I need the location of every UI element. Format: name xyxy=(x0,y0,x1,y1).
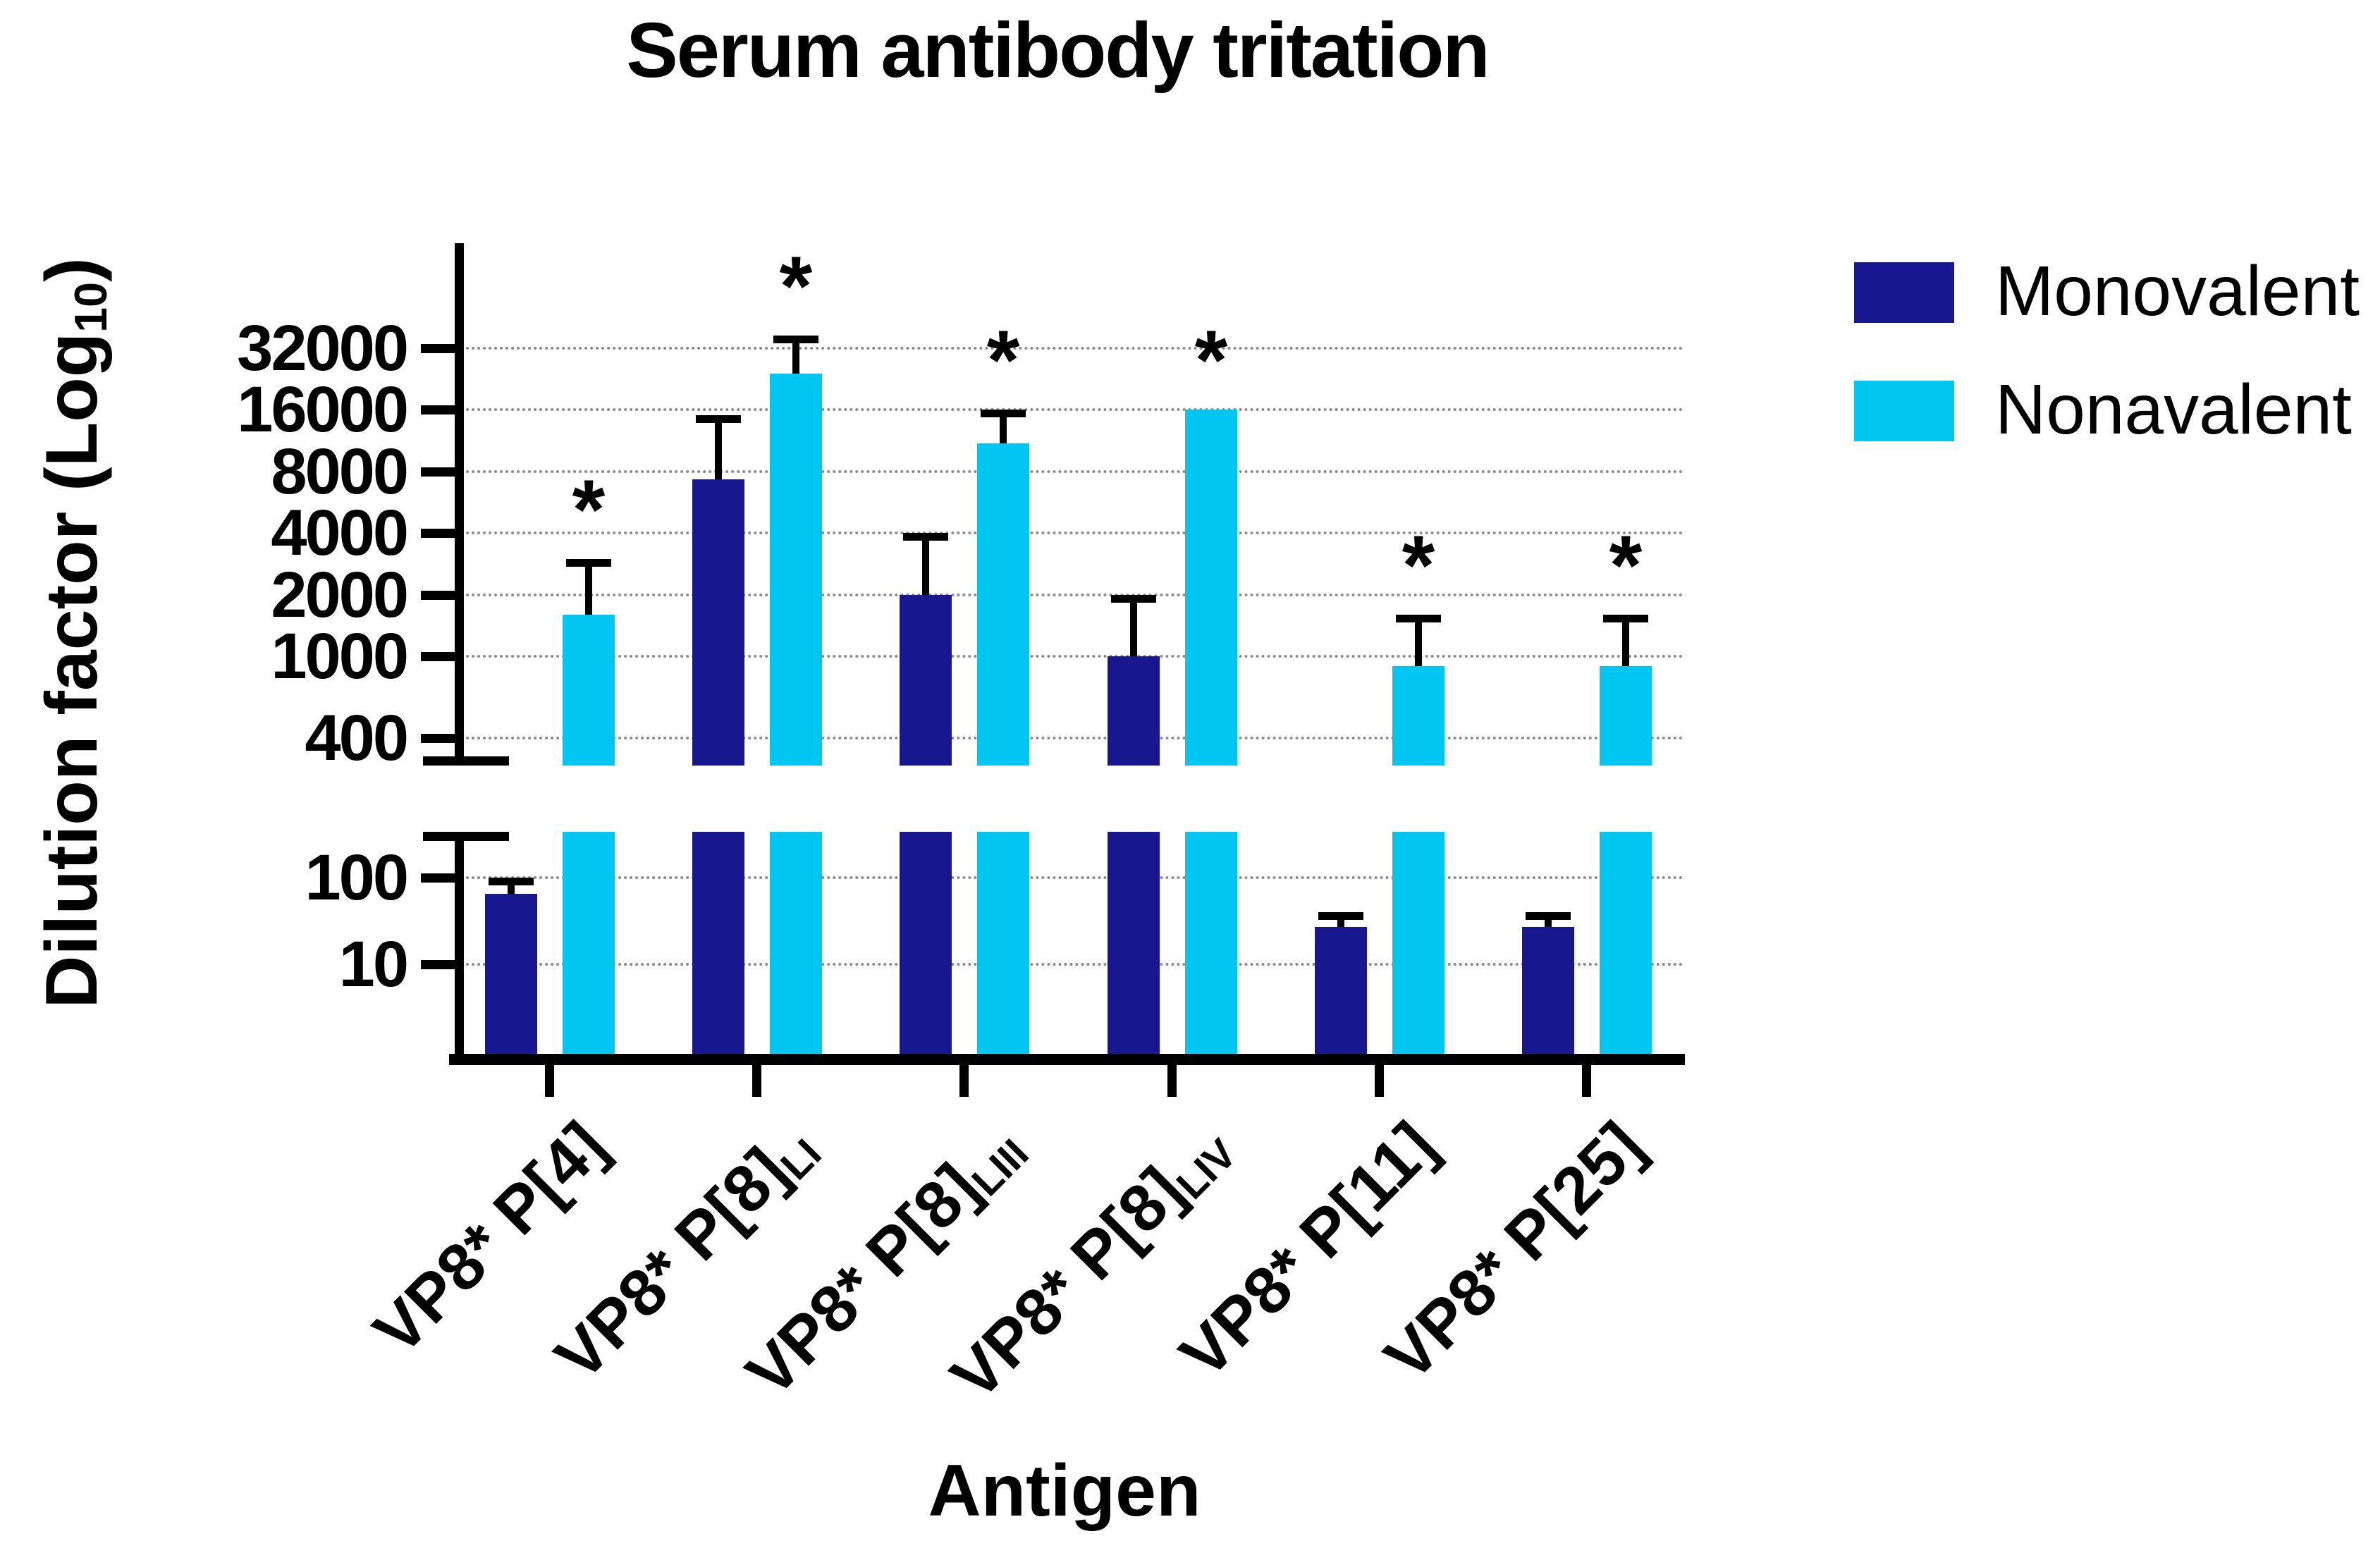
x-tick-5 xyxy=(1582,1065,1591,1097)
y-axis-upper-end-cap xyxy=(423,756,509,766)
bar-monovalent-0-lower xyxy=(485,894,537,1054)
error-bar-stem-bar-nonavalent-2 xyxy=(1000,410,1007,443)
bar-nonavalent-4-lower xyxy=(1392,832,1444,1054)
y-tick-4000 xyxy=(421,529,455,539)
bar-nonavalent-3-upper xyxy=(1185,410,1237,766)
gridline-10 xyxy=(455,963,1683,966)
x-tick-4 xyxy=(1375,1065,1384,1097)
bar-monovalent-5-lower xyxy=(1522,926,1574,1054)
y-tick-label-1000: 1000 xyxy=(271,620,409,693)
error-bar-stem-bar-nonavalent-1 xyxy=(792,335,799,374)
x-category-label-0: VP8* P[4] xyxy=(190,1107,620,1539)
error-bar-stem-bar-nonavalent-0 xyxy=(585,558,592,615)
gridline-2000 xyxy=(455,593,1683,596)
y-tick-100 xyxy=(421,873,455,883)
x-axis-title: Antigen xyxy=(928,1450,1201,1532)
y-tick-400 xyxy=(421,734,455,743)
bar-nonavalent-5-lower xyxy=(1600,832,1652,1054)
y-tick-label-2000: 2000 xyxy=(271,558,409,631)
error-bar-cap-bar-monovalent-0 xyxy=(489,878,534,885)
significance-asterisk-0: * xyxy=(572,462,606,557)
bar-monovalent-1-lower xyxy=(692,832,744,1054)
legend-swatch-monovalent xyxy=(1854,262,1954,323)
bar-nonavalent-0-lower xyxy=(563,832,615,1054)
y-tick-1000 xyxy=(421,652,455,662)
legend-swatch-nonavalent xyxy=(1854,381,1954,441)
bar-nonavalent-4-upper xyxy=(1392,665,1444,766)
gridline-1000 xyxy=(455,655,1683,658)
gridline-32000 xyxy=(455,346,1683,350)
gridline-4000 xyxy=(455,532,1683,535)
y-tick-label-100: 100 xyxy=(305,842,410,914)
significance-asterisk-1: * xyxy=(779,238,813,333)
error-bar-cap-bar-nonavalent-4 xyxy=(1396,615,1441,622)
error-bar-stem-bar-monovalent-0 xyxy=(508,878,515,894)
bar-monovalent-2-lower xyxy=(900,832,952,1054)
y-tick-label-4000: 4000 xyxy=(271,497,409,570)
gridline-400 xyxy=(455,737,1683,739)
error-bar-stem-bar-monovalent-2 xyxy=(922,533,929,595)
significance-asterisk-3: * xyxy=(1194,313,1228,408)
y-tick-8000 xyxy=(421,467,455,477)
bar-monovalent-1-upper xyxy=(692,479,744,766)
y-tick-2000 xyxy=(421,590,455,600)
significance-asterisk-4: * xyxy=(1401,518,1435,613)
significance-asterisk-2: * xyxy=(986,313,1020,408)
y-axis-title-close: ) xyxy=(31,257,113,282)
error-bar-cap-bar-monovalent-3 xyxy=(1111,594,1156,603)
bar-nonavalent-3-lower xyxy=(1185,832,1237,1054)
y-tick-32000 xyxy=(421,343,455,353)
y-axis-lower-end-cap xyxy=(423,832,509,841)
error-bar-stem-bar-monovalent-3 xyxy=(1130,594,1137,657)
gridline-8000 xyxy=(455,469,1683,473)
error-bar-cap-bar-monovalent-5 xyxy=(1526,911,1571,920)
bar-monovalent-4-lower xyxy=(1315,926,1367,1054)
error-bar-cap-bar-nonavalent-1 xyxy=(773,335,818,343)
x-tick-3 xyxy=(1167,1065,1177,1097)
y-tick-label-32000: 32000 xyxy=(237,312,409,384)
y-tick-label-8000: 8000 xyxy=(271,435,409,508)
bar-nonavalent-0-upper xyxy=(563,615,615,766)
error-bar-stem-bar-nonavalent-5 xyxy=(1622,615,1629,666)
legend-label-nonavalent: Nonavalent xyxy=(1995,370,2352,449)
y-tick-label-400: 400 xyxy=(305,702,410,774)
error-bar-cap-bar-monovalent-2 xyxy=(903,533,948,541)
chart-title: Serum antibody tritation xyxy=(626,7,1490,94)
y-tick-16000 xyxy=(421,405,455,415)
bar-monovalent-3-upper xyxy=(1108,656,1160,766)
x-category-label-1: VP8* P[8]LI xyxy=(397,1108,830,1539)
y-tick-10 xyxy=(421,960,455,969)
error-bar-stem-bar-monovalent-1 xyxy=(715,415,722,480)
x-tick-1 xyxy=(752,1065,761,1097)
gridline-16000 xyxy=(455,408,1683,412)
bar-nonavalent-2-upper xyxy=(977,443,1029,766)
legend-label-monovalent: Monovalent xyxy=(1995,252,2360,331)
bar-nonavalent-2-lower xyxy=(977,832,1029,1054)
error-bar-cap-bar-monovalent-4 xyxy=(1318,911,1363,920)
y-axis-upper-segment xyxy=(455,243,464,766)
bar-nonavalent-1-lower xyxy=(770,832,822,1054)
error-bar-stem-bar-nonavalent-4 xyxy=(1415,615,1422,666)
gridline-100 xyxy=(455,876,1683,879)
y-tick-label-10: 10 xyxy=(338,928,409,1000)
error-bar-cap-bar-nonavalent-0 xyxy=(566,558,611,567)
bar-monovalent-2-upper xyxy=(900,594,952,766)
error-bar-cap-bar-nonavalent-2 xyxy=(981,410,1026,418)
bar-nonavalent-5-upper xyxy=(1600,665,1652,766)
y-axis-lower-segment xyxy=(455,832,464,1059)
bar-monovalent-3-lower xyxy=(1108,832,1160,1054)
error-bar-cap-bar-monovalent-1 xyxy=(696,415,741,424)
error-bar-cap-bar-nonavalent-5 xyxy=(1603,615,1648,622)
x-axis-baseline xyxy=(449,1054,1685,1065)
y-tick-label-16000: 16000 xyxy=(237,374,409,446)
significance-asterisk-5: * xyxy=(1609,518,1643,613)
bar-nonavalent-1-upper xyxy=(770,374,822,766)
x-tick-2 xyxy=(959,1065,969,1097)
x-tick-0 xyxy=(545,1065,554,1097)
